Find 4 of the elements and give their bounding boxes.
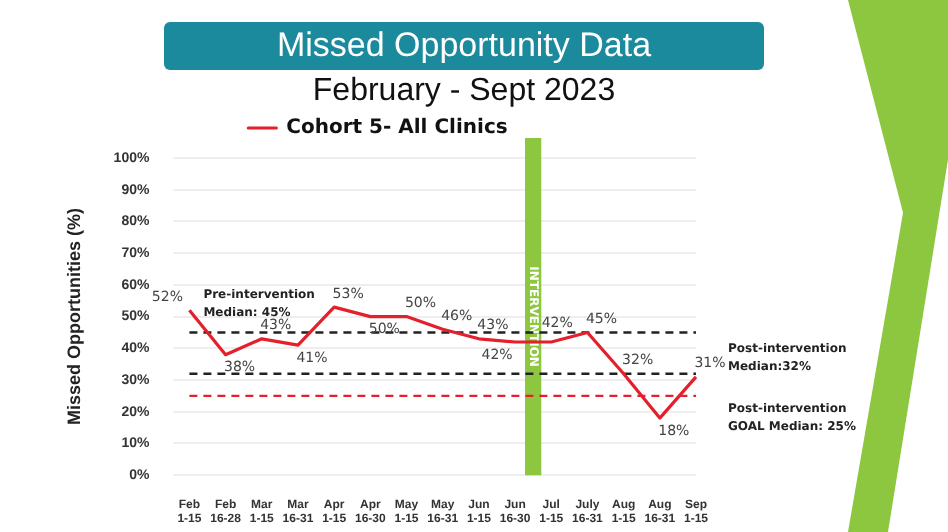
chart-title: Missed Opportunity Data (164, 22, 764, 70)
legend-label: Cohort 5- All Clinics (286, 117, 508, 140)
chart-subtitle: February - Sept 2023 (310, 74, 618, 110)
y-axis-title: Missed Opportunities (%) (63, 208, 84, 426)
